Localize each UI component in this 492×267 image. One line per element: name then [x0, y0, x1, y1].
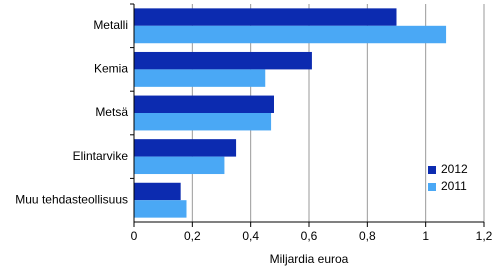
bar: [134, 182, 181, 201]
y-tick-label: Metsä: [95, 105, 128, 119]
bar: [134, 95, 274, 113]
y-tick-label: Muu tehdasteollisuus: [15, 192, 128, 206]
legend-swatch: [428, 183, 436, 191]
legend-swatch: [428, 166, 436, 174]
y-tick-label: Metalli: [93, 18, 128, 32]
bar: [134, 51, 312, 70]
bar: [134, 200, 187, 218]
x-tick-label: 0,4: [242, 229, 259, 243]
legend-label: 2012: [441, 162, 468, 176]
bar: [134, 139, 237, 157]
bar: [134, 156, 225, 175]
x-tick-label: 0,2: [184, 229, 201, 243]
x-tick-label: 1: [422, 229, 429, 243]
bar: [134, 8, 397, 26]
x-tick-label: 1,2: [476, 229, 492, 243]
x-tick-label: 0,8: [359, 229, 376, 243]
x-tick-label: 0: [131, 229, 138, 243]
bar: [134, 69, 266, 87]
x-axis-label: Miljardia euroa: [270, 252, 349, 266]
y-tick-label: Elintarvike: [73, 149, 129, 163]
x-tick-label: 0,6: [301, 229, 318, 243]
bar: [134, 113, 272, 131]
bar: [134, 25, 447, 44]
y-tick-label: Kemia: [94, 62, 128, 76]
legend-label: 2011: [441, 179, 467, 193]
